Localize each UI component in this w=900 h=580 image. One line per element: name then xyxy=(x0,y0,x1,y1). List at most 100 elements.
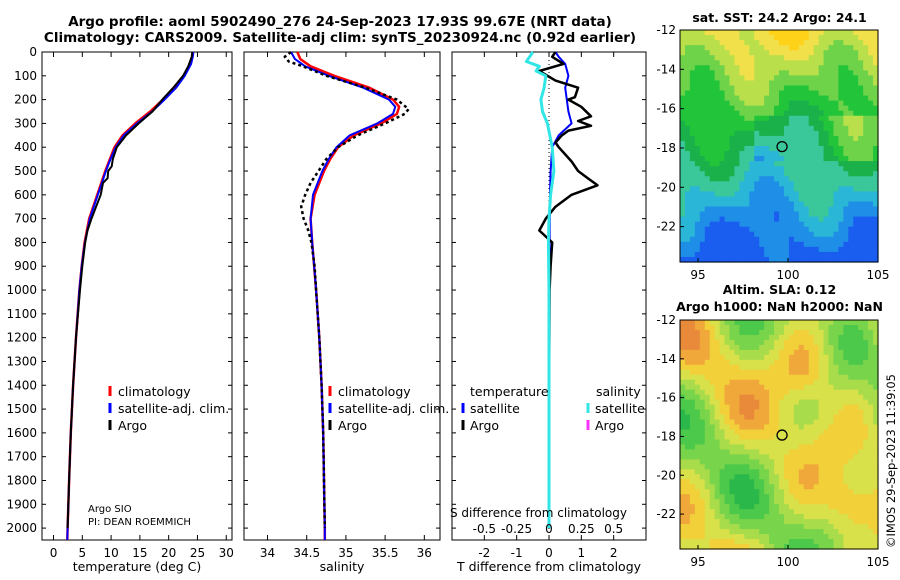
heatmap-cell xyxy=(804,320,810,326)
heatmap-cell xyxy=(779,504,785,510)
heatmap-cell xyxy=(720,80,726,86)
heatmap-cell xyxy=(809,201,815,207)
heatmap-cell xyxy=(695,320,701,326)
heatmap-cell xyxy=(725,70,731,76)
heatmap-cell xyxy=(804,340,810,346)
heatmap-cell xyxy=(838,444,844,450)
heatmap-cell xyxy=(734,156,740,162)
heatmap-cell xyxy=(720,405,726,411)
heatmap-cell xyxy=(769,479,775,485)
heatmap-cell xyxy=(730,444,736,450)
heatmap-cell xyxy=(744,91,750,97)
heatmap-cell xyxy=(784,350,790,356)
heatmap-cell xyxy=(685,420,691,426)
heatmap-cell xyxy=(764,207,770,213)
heatmap-cell xyxy=(730,474,736,480)
heatmap-cell xyxy=(739,151,745,157)
heatmap-cell xyxy=(700,85,706,91)
heatmap-cell xyxy=(754,365,760,371)
heatmap-cell xyxy=(868,131,874,137)
heatmap-cell xyxy=(769,330,775,336)
heatmap-cell xyxy=(838,141,844,147)
heatmap-cell xyxy=(754,85,760,91)
heatmap-cell xyxy=(720,509,726,515)
heatmap-cell xyxy=(809,385,815,391)
heatmap-cell xyxy=(685,136,691,142)
heatmap-cell xyxy=(794,395,800,401)
heatmap-cell xyxy=(829,524,835,530)
heatmap-cell xyxy=(695,252,701,258)
heatmap-cell xyxy=(715,50,721,56)
heatmap-cell xyxy=(759,101,765,107)
heatmap-cell xyxy=(764,325,770,331)
heatmap-cell xyxy=(819,539,825,545)
heatmap-cell xyxy=(690,196,696,202)
heatmap-cell xyxy=(819,247,825,253)
heatmap-cell xyxy=(829,494,835,500)
heatmap-cell xyxy=(774,494,780,500)
heatmap-cell xyxy=(720,237,726,243)
heatmap-cell xyxy=(690,454,696,460)
heatmap-cell xyxy=(853,335,859,341)
heatmap-cell xyxy=(739,35,745,41)
heatmap-cell xyxy=(829,242,835,248)
heatmap-cell xyxy=(799,91,805,97)
heatmap-cell xyxy=(739,459,745,465)
heatmap-cell xyxy=(784,439,790,445)
heatmap-cell xyxy=(829,529,835,535)
heatmap-cell xyxy=(764,156,770,162)
heatmap-cell xyxy=(853,320,859,326)
sst_map-panel: 95 100 105-12-14-16-18-20-22 xyxy=(656,23,889,282)
heatmap-cell xyxy=(725,539,731,545)
heatmap-cell xyxy=(794,111,800,117)
heatmap-cell xyxy=(754,539,760,545)
heatmap-cell xyxy=(715,116,721,122)
heatmap-cell xyxy=(858,30,864,36)
heatmap-cell xyxy=(734,40,740,46)
heatmap-cell xyxy=(764,464,770,470)
heatmap-cell xyxy=(789,91,795,97)
heatmap-cell xyxy=(715,217,721,223)
heatmap-cell xyxy=(804,146,810,152)
heatmap-cell xyxy=(843,242,849,248)
heatmap-cell xyxy=(829,425,835,431)
heatmap-cell xyxy=(833,60,839,66)
heatmap-cell xyxy=(690,355,696,361)
heatmap-cell xyxy=(734,191,740,197)
heatmap-cell xyxy=(809,212,815,218)
x-tick-label: 2 xyxy=(610,546,618,560)
heatmap-cell xyxy=(824,30,830,36)
heatmap-cell xyxy=(853,232,859,238)
heatmap-cell xyxy=(720,479,726,485)
heatmap-cell xyxy=(863,121,869,127)
heatmap-cell xyxy=(804,459,810,465)
heatmap-cell xyxy=(789,494,795,500)
heatmap-cell xyxy=(734,146,740,152)
heatmap-cell xyxy=(824,75,830,81)
heatmap-cell xyxy=(739,161,745,167)
heatmap-cell xyxy=(680,410,686,416)
heatmap-cell xyxy=(700,131,706,137)
heatmap-cell xyxy=(789,345,795,351)
heatmap-cell xyxy=(784,232,790,238)
heatmap-cell xyxy=(804,400,810,406)
heatmap-cell xyxy=(710,75,716,81)
heatmap-cell xyxy=(734,385,740,391)
heatmap-cell xyxy=(695,35,701,41)
heatmap-cell xyxy=(853,405,859,411)
heatmap-cell xyxy=(734,101,740,107)
heatmap-cell xyxy=(799,430,805,436)
heatmap-cell xyxy=(799,176,805,182)
heatmap-cell xyxy=(695,474,701,480)
heatmap-cell xyxy=(744,524,750,530)
heatmap-cell xyxy=(730,449,736,455)
heatmap-cell xyxy=(779,390,785,396)
heatmap-cell xyxy=(769,80,775,86)
heatmap-cell xyxy=(739,131,745,137)
heatmap-cell xyxy=(848,201,854,207)
heatmap-cell xyxy=(853,196,859,202)
heatmap-cell xyxy=(749,325,755,331)
heatmap-cell xyxy=(769,519,775,525)
heatmap-cell xyxy=(774,385,780,391)
y-tick-label: -22 xyxy=(656,507,676,521)
